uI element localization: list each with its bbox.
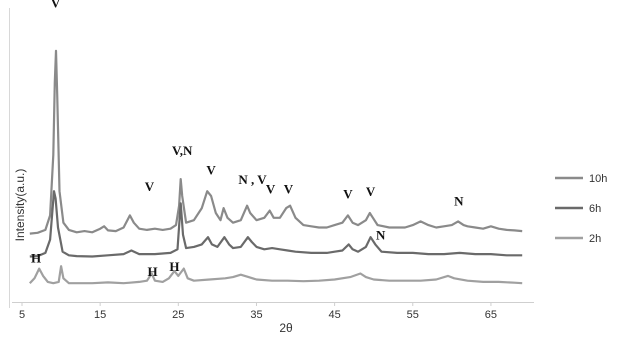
legend: 10h 6h 2h: [555, 173, 607, 245]
legend-label-6h: 6h: [589, 203, 601, 215]
x-tick-label: 5: [19, 309, 25, 321]
peak-label: N: [376, 228, 386, 243]
peak-label: V: [266, 182, 276, 197]
series-line-6h: [29, 190, 523, 258]
peak-label: H: [147, 264, 157, 279]
peak-label: V,N: [172, 143, 193, 158]
peak-label: N , V: [238, 172, 267, 187]
x-tick-label: 25: [172, 309, 184, 321]
peak-label: N: [454, 194, 464, 209]
x-tick-label: 45: [328, 309, 340, 321]
peak-label: V: [51, 0, 61, 10]
peak-label: V: [343, 186, 353, 201]
x-tick-label: 65: [485, 309, 497, 321]
peak-label: V: [206, 162, 216, 177]
series-line-2h: [29, 265, 523, 285]
x-tick-label: 55: [407, 309, 419, 321]
peak-label: V: [145, 179, 155, 194]
x-axis-title: 2θ: [279, 321, 293, 335]
peak-label: H: [31, 251, 41, 266]
x-tick-label: 15: [94, 309, 106, 321]
series-line-10h: [29, 49, 523, 235]
x-axis: 5 15 25 35 45 55 65: [12, 302, 534, 321]
y-axis-title: Intensity(a.u.): [13, 169, 27, 242]
legend-label-10h: 10h: [589, 173, 607, 185]
legend-label-2h: 2h: [589, 233, 601, 245]
peak-label: V: [366, 184, 376, 199]
x-tick-label: 35: [250, 309, 262, 321]
peak-label: V: [284, 182, 294, 197]
series-group: [29, 49, 523, 285]
peak-label: H: [169, 259, 179, 274]
